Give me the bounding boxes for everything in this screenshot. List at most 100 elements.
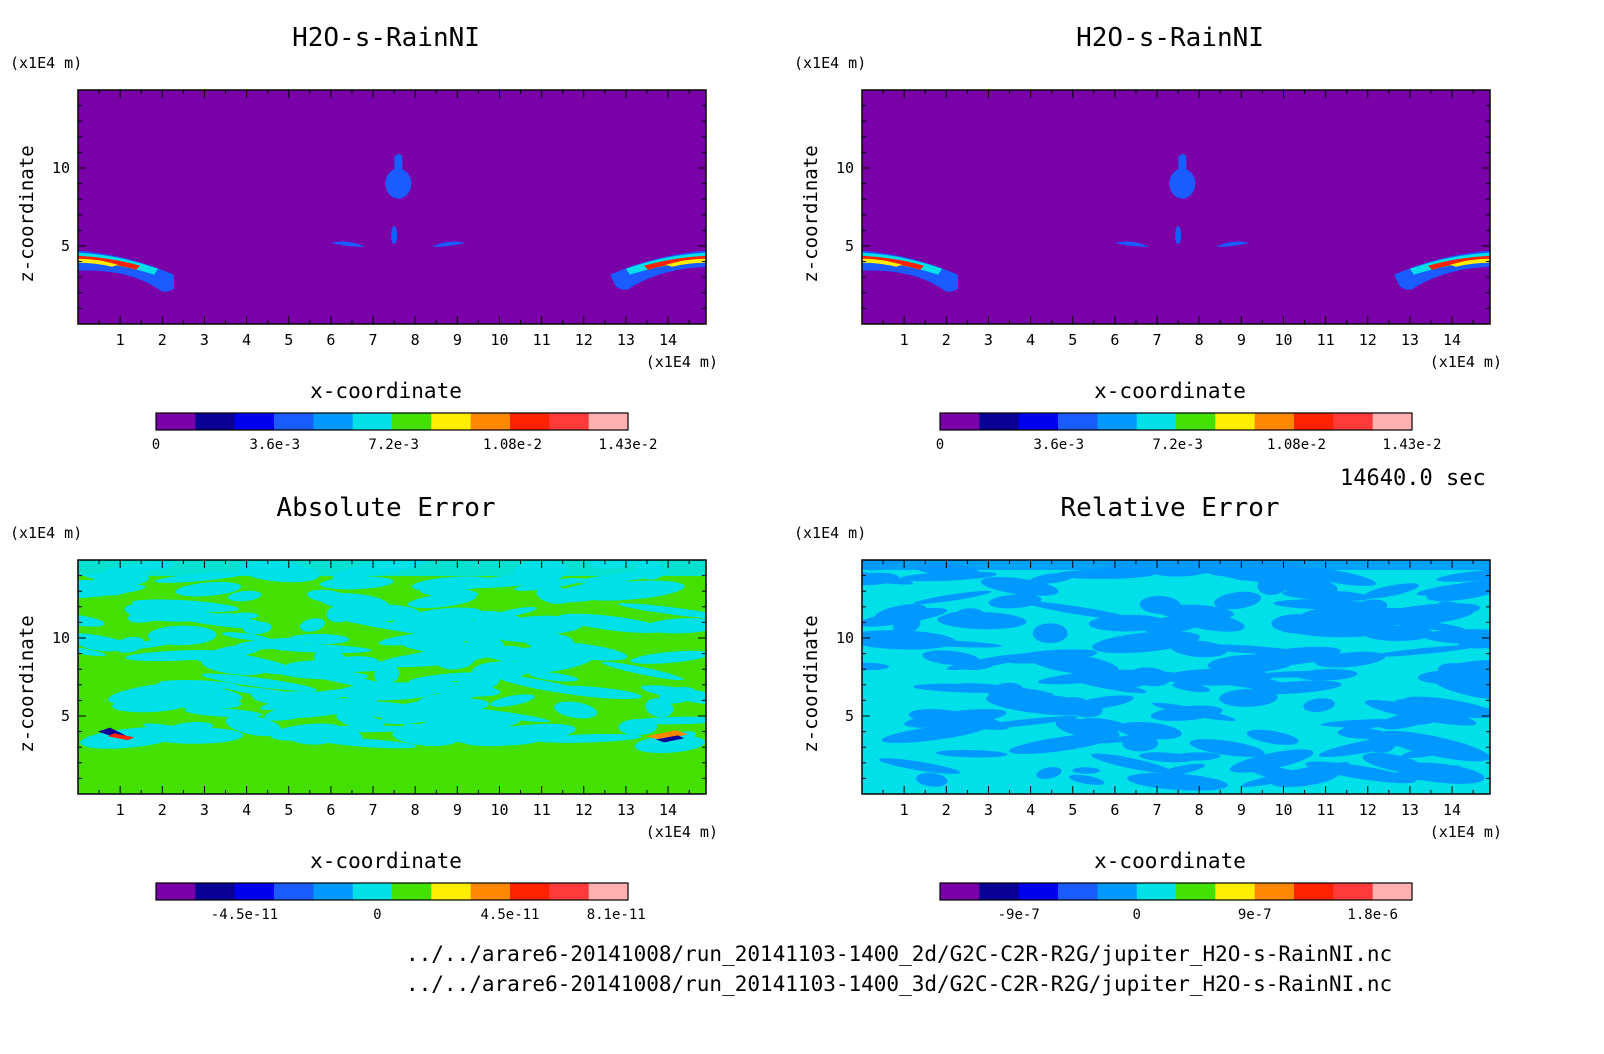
error-patch	[250, 691, 353, 699]
error-patch	[364, 685, 416, 700]
error-patch	[182, 693, 242, 709]
error-patch	[225, 715, 282, 737]
colorbar-swatch	[940, 883, 980, 900]
error-patch	[988, 594, 1042, 609]
error-patch	[394, 698, 490, 716]
x-tick-label: 8	[1195, 331, 1204, 349]
error-patch	[1139, 595, 1181, 615]
error-patch	[1068, 774, 1105, 785]
x-unit-label: (x1E4 m)	[1430, 823, 1502, 841]
colorbar: 0 3.6e-3 7.2e-3 1.08e-2 1.43e-2	[936, 412, 1442, 453]
x-tick-label: 12	[1359, 331, 1377, 349]
y-tick-label: 5	[61, 707, 70, 725]
x-tick-label: 9	[453, 801, 462, 819]
x-tick-label: 1	[116, 331, 125, 349]
colorbar: 0 3.6e-3 7.2e-3 1.08e-2 1.43e-2	[152, 412, 658, 453]
error-patch	[1246, 764, 1321, 785]
error-patch	[1030, 572, 1074, 584]
y-unit-label: (x1E4 m)	[10, 54, 82, 72]
colorbar-tick-label: 3.6e-3	[250, 437, 301, 453]
error-patch	[324, 656, 379, 672]
x-tick-label: 10	[490, 801, 508, 819]
error-band-top	[862, 560, 1490, 570]
colorbar-swatch	[1333, 883, 1374, 900]
y-axis-title: z-coordinate	[16, 615, 38, 752]
error-patch	[1032, 623, 1068, 644]
colorbar-tick-label: -9e-7	[998, 907, 1040, 923]
x-tick-label: 4	[242, 801, 251, 819]
error-patch	[916, 772, 948, 787]
rain-edge-left-core2	[862, 258, 902, 267]
field-background	[862, 90, 1490, 324]
field-background	[78, 90, 706, 324]
x-tick-label: 1	[900, 331, 909, 349]
x-tick-label: 9	[1237, 801, 1246, 819]
y-tick-label: 5	[845, 707, 854, 725]
x-tick-label: 14	[1443, 801, 1461, 819]
error-patch	[1423, 629, 1490, 645]
x-tick-label: 7	[369, 801, 378, 819]
x-tick-label: 5	[284, 801, 293, 819]
x-tick-label: 2	[158, 331, 167, 349]
x-tick-label: 10	[490, 331, 508, 349]
error-patch	[574, 580, 685, 601]
error-patch	[634, 735, 706, 754]
x-tick-label: 14	[659, 331, 677, 349]
x-tick-label: 11	[1317, 801, 1335, 819]
colorbar-swatch	[1058, 883, 1098, 900]
error-patch	[299, 618, 325, 632]
x-tick-label: 7	[1153, 801, 1162, 819]
colorbar-swatch	[313, 883, 354, 900]
error-patch	[1342, 720, 1387, 731]
error-patch	[862, 630, 956, 650]
error-patch	[1127, 772, 1228, 791]
colorbar-swatch	[979, 413, 1020, 430]
error-patch	[442, 622, 554, 644]
error-patch	[529, 672, 579, 682]
colorbar-swatch	[195, 413, 236, 430]
plot-area	[78, 560, 706, 794]
error-patch	[878, 758, 961, 774]
colorbar-tick-label: -4.5e-11	[211, 907, 278, 923]
error-patch	[554, 701, 598, 719]
colorbar-tick-label: 7.2e-3	[1152, 437, 1203, 453]
colorbar-swatch	[1215, 413, 1256, 430]
error-patch	[1449, 660, 1490, 670]
error-patch	[1207, 654, 1295, 674]
error-patch	[455, 573, 563, 589]
error-patch	[492, 606, 538, 618]
chart-title: H2O-s-RainNI	[292, 23, 480, 53]
colorbar-swatch	[1136, 413, 1177, 430]
error-patch	[536, 585, 573, 604]
colorbar-swatch	[1058, 413, 1098, 430]
rain-edge-right-core2	[666, 258, 706, 267]
error-patch	[408, 672, 485, 684]
x-axis-title: x-coordinate	[310, 849, 462, 873]
error-patch	[1024, 601, 1137, 621]
x-tick-label: 7	[1153, 331, 1162, 349]
error-patch	[78, 645, 107, 657]
error-patch	[78, 584, 146, 599]
y-unit-label: (x1E4 m)	[794, 54, 866, 72]
x-tick-label: 6	[326, 331, 335, 349]
error-patch	[327, 614, 441, 636]
rain-streak	[431, 241, 466, 247]
error-patch	[1151, 702, 1236, 721]
error-patch	[892, 616, 921, 634]
rain-blob	[391, 226, 398, 245]
y-tick-label: 10	[836, 629, 854, 647]
colorbar-swatch	[470, 883, 511, 900]
x-tick-label: 3	[984, 801, 993, 819]
x-tick-label: 8	[411, 331, 420, 349]
chart-title: H2O-s-RainNI	[1076, 23, 1264, 53]
x-tick-label: 11	[1317, 331, 1335, 349]
plot-frame	[77, 89, 707, 325]
colorbar-swatch	[588, 883, 629, 900]
colorbar-tick-label: 4.5e-11	[480, 907, 539, 923]
y-tick-label: 5	[845, 237, 854, 255]
time-label: 14640.0 sec	[1340, 466, 1486, 491]
colorbar-swatch	[352, 883, 393, 900]
x-tick-label: 11	[533, 331, 551, 349]
